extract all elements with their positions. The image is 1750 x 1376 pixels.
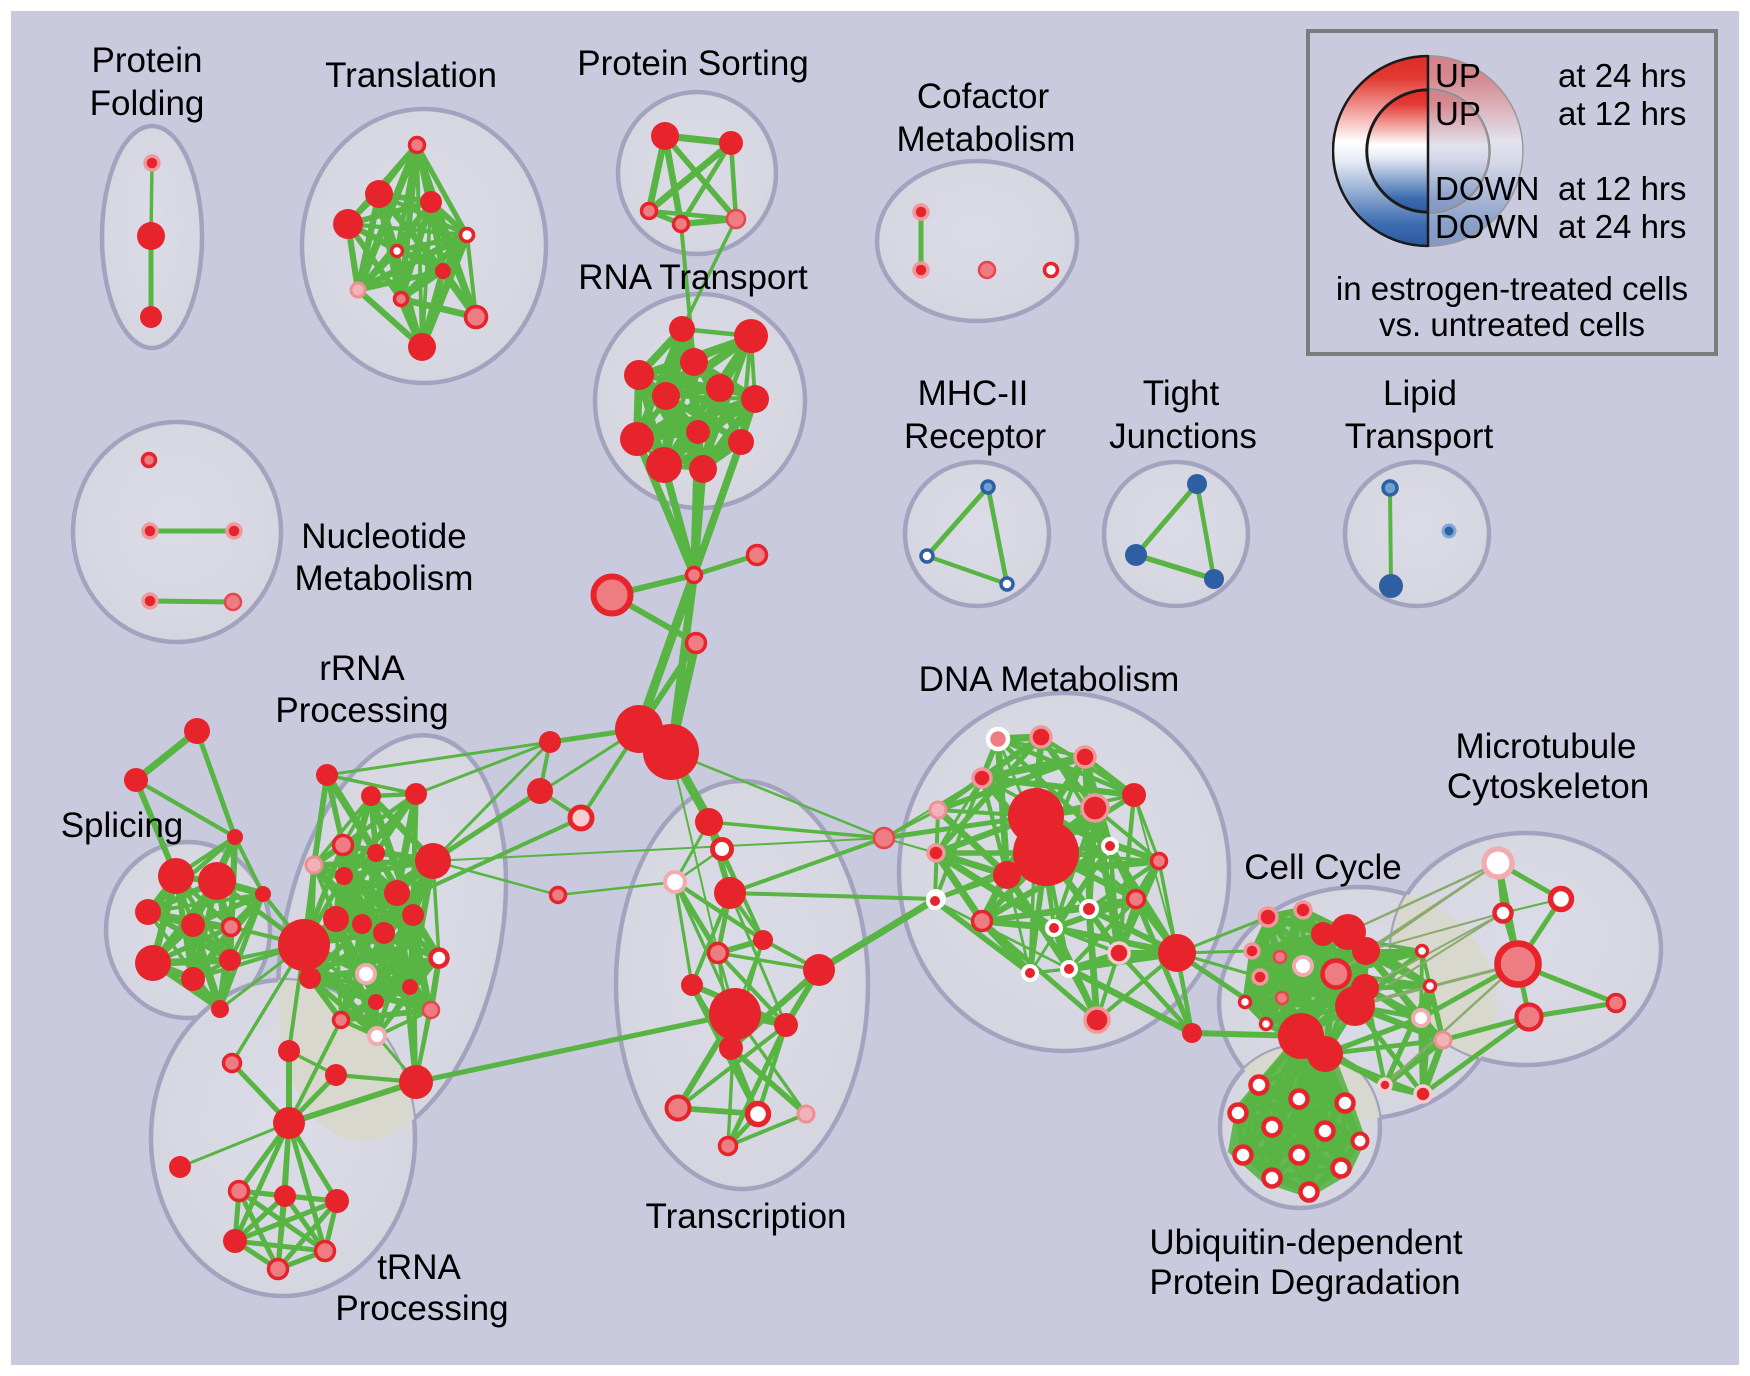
svg-text:at 24 hrs: at 24 hrs <box>1558 57 1686 94</box>
svg-text:Metabolism: Metabolism <box>295 559 474 598</box>
svg-text:vs. untreated cells: vs. untreated cells <box>1379 306 1645 343</box>
svg-text:Protein Sorting: Protein Sorting <box>577 44 809 83</box>
svg-text:Ubiquitin-dependent: Ubiquitin-dependent <box>1149 1223 1463 1262</box>
svg-text:UP: UP <box>1435 95 1481 132</box>
svg-text:at 24 hrs: at 24 hrs <box>1558 208 1686 245</box>
svg-text:Protein: Protein <box>92 41 203 80</box>
svg-text:Cytoskeleton: Cytoskeleton <box>1447 767 1649 806</box>
svg-text:Folding: Folding <box>90 84 205 123</box>
svg-text:Cell Cycle: Cell Cycle <box>1244 848 1402 887</box>
svg-text:Transport: Transport <box>1345 417 1494 456</box>
svg-text:UP: UP <box>1435 57 1481 94</box>
svg-text:Processing: Processing <box>335 1289 508 1328</box>
svg-text:MHC-II: MHC-II <box>918 374 1029 413</box>
svg-text:Processing: Processing <box>275 691 448 730</box>
svg-text:DOWN: DOWN <box>1435 208 1539 245</box>
svg-text:Transcription: Transcription <box>646 1197 847 1236</box>
svg-text:Microtubule: Microtubule <box>1456 727 1637 766</box>
svg-text:Splicing: Splicing <box>61 806 184 845</box>
svg-text:Protein Degradation: Protein Degradation <box>1149 1263 1460 1302</box>
svg-text:at 12 hrs: at 12 hrs <box>1558 170 1686 207</box>
svg-text:rRNA: rRNA <box>319 649 405 688</box>
svg-text:at 12 hrs: at 12 hrs <box>1558 95 1686 132</box>
svg-text:in estrogen-treated cells: in estrogen-treated cells <box>1336 270 1688 307</box>
svg-text:Cofactor: Cofactor <box>917 77 1050 116</box>
svg-text:Tight: Tight <box>1143 374 1220 413</box>
svg-text:DOWN: DOWN <box>1435 170 1539 207</box>
svg-text:Receptor: Receptor <box>904 417 1046 456</box>
svg-text:Metabolism: Metabolism <box>897 120 1076 159</box>
svg-text:DNA Metabolism: DNA Metabolism <box>919 660 1180 699</box>
svg-text:Nucleotide: Nucleotide <box>301 517 466 556</box>
svg-text:tRNA: tRNA <box>377 1248 461 1287</box>
svg-text:Junctions: Junctions <box>1109 417 1257 456</box>
svg-text:RNA Transport: RNA Transport <box>578 258 808 297</box>
svg-text:Translation: Translation <box>325 56 497 95</box>
svg-text:Lipid: Lipid <box>1383 374 1457 413</box>
